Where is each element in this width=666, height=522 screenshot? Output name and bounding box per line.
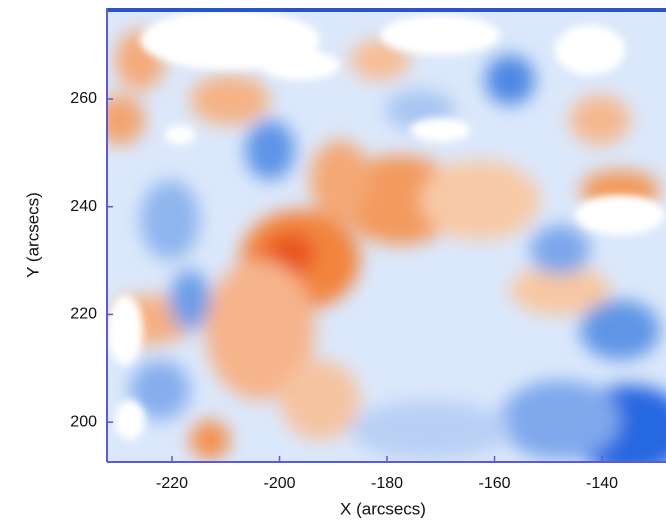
x-tick-label: -180 bbox=[371, 475, 403, 492]
doppler-image bbox=[107, 8, 666, 462]
y-tick-label: 220 bbox=[70, 306, 97, 323]
x-axis-title: X (arcsecs) bbox=[340, 499, 426, 518]
x-tick-label: -160 bbox=[479, 475, 511, 492]
x-tick-label: -200 bbox=[264, 475, 296, 492]
x-tick-label: -140 bbox=[586, 475, 618, 492]
y-axis-title: Y (arcsecs) bbox=[23, 192, 42, 278]
y-tick-label: 240 bbox=[70, 198, 97, 215]
y-tick-label: 260 bbox=[70, 90, 97, 107]
y-tick-label: 200 bbox=[70, 413, 97, 430]
x-tick-label: -220 bbox=[156, 475, 188, 492]
